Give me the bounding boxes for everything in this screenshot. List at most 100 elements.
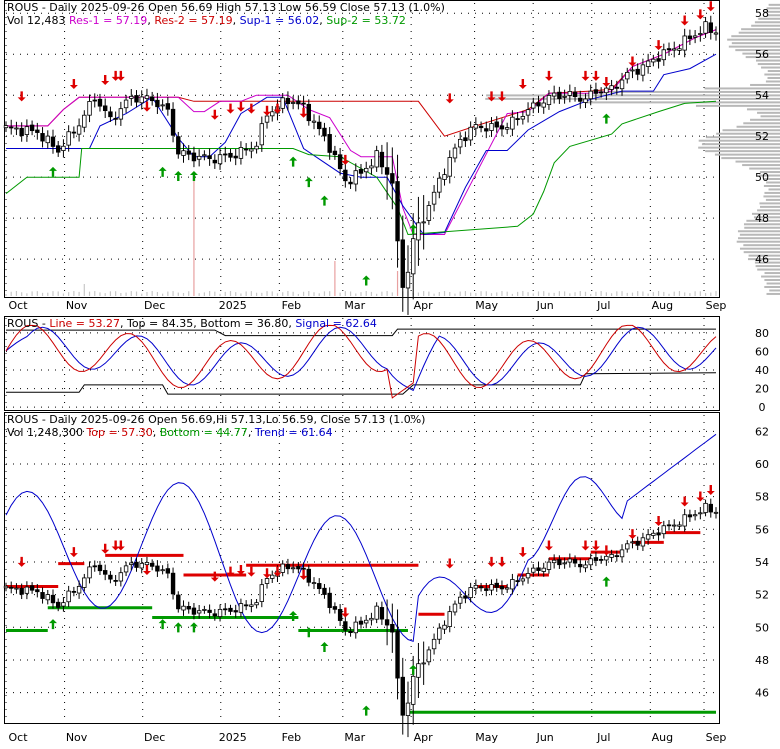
volume-bar	[156, 292, 158, 296]
price-candle-body	[144, 95, 150, 99]
price-candle-body	[494, 121, 499, 128]
price-candle-body	[165, 103, 171, 110]
trend-candle-body	[290, 567, 296, 570]
price-candle-body	[337, 154, 343, 170]
trend-candle-body	[484, 588, 489, 591]
volume-bar	[443, 291, 446, 296]
trend-candle-body	[233, 610, 238, 613]
volume-profile-bar	[741, 28, 780, 31]
trend-legend: Vol 1,248,300 Top = 57.30, Bottom = 44.7…	[7, 426, 333, 439]
price-candle-body	[113, 117, 118, 120]
volume-bar	[83, 284, 85, 296]
volume-bar	[255, 292, 258, 296]
volume-profile-bar	[728, 45, 780, 48]
volume-bar	[339, 292, 341, 296]
price-candle-body	[635, 68, 640, 75]
price-candle-body	[411, 238, 416, 275]
volume-bar	[569, 293, 571, 296]
volume-profile-bar	[594, 90, 780, 93]
volume-bar	[214, 291, 216, 296]
price-candle-body	[207, 155, 212, 160]
volume-bar	[485, 291, 487, 296]
volume-profile-bar	[748, 254, 780, 257]
trend-candle-body	[3, 585, 9, 589]
trend-candle-body	[546, 561, 552, 570]
price-candle-body	[531, 102, 536, 109]
trend-candle-body	[661, 525, 666, 535]
volume-bar	[376, 293, 378, 296]
volume-profile-bar	[739, 247, 780, 250]
sell-arrow	[111, 70, 120, 81]
volume-bar	[360, 292, 362, 296]
trend-candle-body	[144, 562, 150, 566]
volume-bar	[548, 292, 550, 296]
volume-bar	[308, 291, 310, 296]
sell-arrow	[341, 154, 350, 165]
volume-profile-bar	[758, 17, 780, 20]
volume-bar	[574, 292, 576, 296]
trend-sell-arrow	[581, 540, 590, 551]
price-candle-body	[249, 148, 254, 152]
volume-bar	[276, 293, 279, 296]
price-candle-body	[390, 173, 395, 184]
volume-bar	[506, 291, 508, 296]
volume-bars	[5, 176, 717, 296]
price-candle-body	[520, 116, 526, 120]
price-candle-body	[61, 145, 66, 151]
sell-arrow	[226, 103, 235, 114]
price-candle-body	[270, 111, 275, 117]
volume-bar	[323, 291, 326, 296]
volume-bar	[344, 291, 346, 296]
trend-candle-body	[468, 587, 473, 599]
volume-bar	[334, 261, 336, 296]
price-candle-body	[645, 60, 651, 67]
price-candle-body	[306, 103, 311, 122]
trend-sell-arrow	[445, 558, 454, 569]
sell-arrow	[236, 101, 245, 112]
volume-profile-bar	[744, 226, 780, 229]
sell-arrow	[142, 101, 151, 112]
trend-candle-body	[202, 609, 207, 611]
price-candle-body	[191, 152, 197, 162]
price-x-tick-label: Jul	[596, 299, 610, 312]
trend-candle-body	[196, 610, 202, 614]
volume-bar	[10, 291, 12, 296]
volume-bar	[162, 293, 164, 296]
trend-candle-body	[604, 555, 609, 561]
trend-candle-body	[71, 590, 77, 593]
trend-candle-body	[191, 607, 197, 615]
sell-arrow	[706, 1, 715, 12]
trend-line	[5, 433, 717, 642]
volume-bar	[699, 291, 701, 296]
price-candle-body	[478, 125, 484, 129]
volume-bar	[26, 293, 28, 296]
trend-sell-arrow	[210, 571, 219, 582]
trend-candle-body	[92, 565, 97, 568]
price-candle-body	[630, 69, 635, 72]
volume-bar	[78, 291, 80, 296]
trend-candle-body	[630, 541, 635, 544]
volume-bar	[104, 293, 106, 296]
sell-arrow	[299, 107, 308, 118]
volume-bar	[590, 293, 592, 296]
volume-profile-bar	[757, 209, 780, 212]
price-candle-body	[35, 129, 40, 133]
price-candle-body	[682, 35, 687, 51]
price-candle-body	[92, 99, 97, 102]
trend-x-tick-label: 2025	[219, 731, 247, 744]
price-candle-body	[149, 96, 155, 102]
price-x-tick-label: Sep	[706, 299, 727, 312]
price-candle-body	[317, 121, 322, 130]
trend-candle-body	[463, 595, 468, 599]
volume-bar	[689, 293, 691, 296]
price-candle-body	[614, 86, 620, 89]
volume-bar	[459, 291, 461, 296]
volume-bar	[109, 291, 112, 296]
trend-candle-body	[82, 577, 87, 588]
trend-candle-body	[259, 584, 265, 602]
volume-bar	[182, 293, 185, 296]
volume-bar	[250, 291, 252, 296]
sell-arrow	[544, 70, 553, 81]
trend-candle-body	[635, 540, 640, 546]
trend-candle-body	[118, 572, 124, 582]
